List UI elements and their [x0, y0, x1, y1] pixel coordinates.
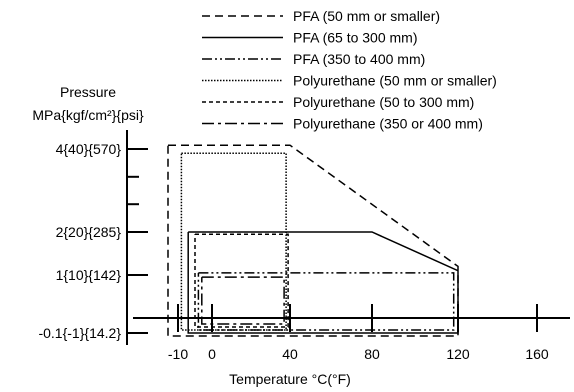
y-tick-label: 2{20}{285}	[56, 224, 122, 240]
legend-label: PFA (350 to 400 mm)	[293, 51, 425, 67]
y-axis-title-line2: MPa{kgf/cm²}{psi}	[32, 107, 144, 123]
legend-label: PFA (50 mm or smaller)	[293, 8, 440, 24]
series-line	[187, 231, 459, 334]
series-line	[201, 276, 285, 325]
y-tick-label: 1{10}{142}	[56, 267, 122, 283]
series-layer	[167, 144, 459, 337]
legend-label: Polyurethane (50 to 300 mm)	[293, 94, 474, 110]
series-line	[167, 144, 459, 337]
y-tick-label: 4{40}{570}	[56, 141, 122, 157]
legend-label: Polyurethane (50 mm or smaller)	[293, 73, 497, 89]
x-tick-label: -10	[168, 346, 188, 362]
x-tick-label: 40	[282, 346, 298, 362]
y-axis-title-line1: Pressure	[60, 84, 116, 100]
axes: -10 0 40 80 120 160 -0.1{-1}{14.2} 1{10}{142} 2{…	[38, 130, 570, 362]
series-line	[194, 233, 289, 328]
legend-label: PFA (65 to 300 mm)	[293, 30, 418, 46]
x-tick-label: 120	[446, 346, 470, 362]
x-tick-label: 80	[364, 346, 380, 362]
x-axis-title: Temperature °C(°F)	[229, 371, 351, 387]
legend: PFA (50 mm or smaller) PFA (65 to 300 mm)…	[202, 8, 497, 132]
series-line	[180, 152, 287, 331]
x-tick-label: 160	[525, 346, 549, 362]
legend-label: Polyurethane (350 or 400 mm)	[293, 116, 483, 132]
y-tick-label: -0.1{-1}{14.2}	[38, 325, 121, 341]
series-line	[197, 272, 455, 331]
x-tick-label: 0	[208, 346, 216, 362]
